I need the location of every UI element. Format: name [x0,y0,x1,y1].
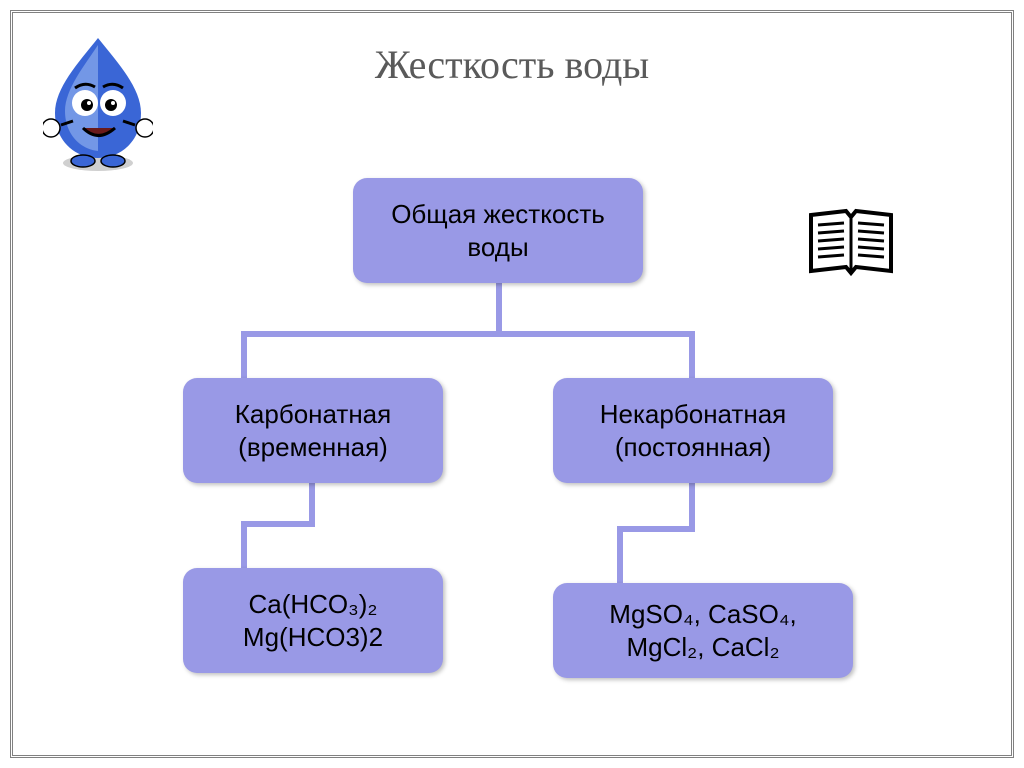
node-root: Общая жесткость воды [353,178,643,283]
node-text: (постоянная) [615,431,771,464]
connector-line [617,526,623,583]
connector-line [689,483,695,528]
node-text: Карбонатная [235,398,391,431]
node-text: (временная) [238,431,388,464]
node-carbonate: Карбонатная (временная) [183,378,443,483]
connector-line [689,331,695,378]
node-noncarbonate: Некарбонатная (постоянная) [553,378,833,483]
connector-line [496,283,502,333]
node-noncarbonate-formulas: MgSO₄, CaSO₄, MgCl₂, CaCl₂ [553,583,853,678]
node-text: MgCl₂, CaCl₂ [626,631,779,664]
connector-line [241,331,695,337]
node-text: Некарбонатная [600,398,787,431]
node-carbonate-formulas: Ca(HCO₃)₂ Mg(HCO3)2 [183,568,443,673]
connector-line [309,483,315,523]
node-text: Mg(HCO3)2 [243,621,383,654]
slide-title: Жесткость воды [13,41,1011,88]
open-book-icon [806,203,896,283]
water-drop-mascot-icon [43,33,153,173]
connector-line [241,521,315,527]
node-text: MgSO₄, CaSO₄, [609,598,796,631]
node-text: Общая жесткость [391,198,605,231]
connector-line [617,526,695,532]
connector-line [241,521,247,568]
node-text: Ca(HCO₃)₂ [248,588,377,621]
connector-line [241,331,247,378]
slide-frame: Жесткость воды [10,10,1014,758]
node-text: воды [467,231,528,264]
